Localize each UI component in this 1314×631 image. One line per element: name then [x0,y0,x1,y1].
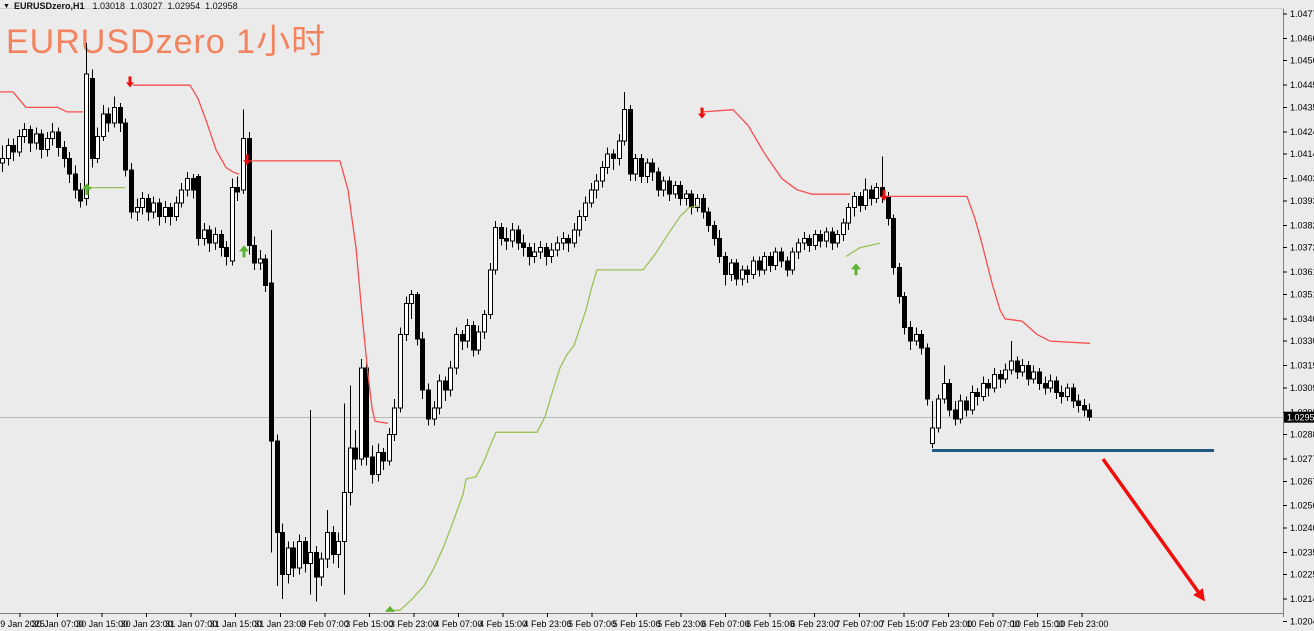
svg-text:5 Feb 23:00: 5 Feb 23:00 [657,619,705,629]
down-trend-arrow[interactable] [1101,457,1205,602]
symbol-watermark: EURUSDzero 1小时 [6,23,327,61]
svg-text:1.0256: 1.0256 [1290,501,1314,511]
svg-text:1.0403: 1.0403 [1290,174,1314,184]
svg-text:4 Feb 07:00: 4 Feb 07:00 [434,619,482,629]
svg-text:30 Jan 15:00: 30 Jan 15:00 [76,619,128,629]
ohlc-low-value: 1.02954 [167,1,201,11]
svg-text:5 Feb 15:00: 5 Feb 15:00 [613,619,661,629]
svg-text:1.0204: 1.0204 [1290,616,1314,626]
ohlc-dropdown-icon[interactable]: ▼ [3,2,10,10]
svg-text:6 Feb 07:00: 6 Feb 07:00 [702,619,750,629]
svg-text:3 Feb 07:00: 3 Feb 07:00 [301,619,349,629]
drawn-objects-layer[interactable] [932,449,1214,602]
svg-text:10 Feb 23:00: 10 Feb 23:00 [1055,619,1108,629]
symbol-period-label: EURUSDzero,H1 [13,1,85,11]
candles-layer [0,42,1092,602]
svg-text:31 Jan 23:00: 31 Jan 23:00 [254,619,306,629]
svg-text:4 Feb 15:00: 4 Feb 15:00 [479,619,527,629]
svg-text:3 Feb 15:00: 3 Feb 15:00 [345,619,393,629]
ohlc-close-value: 1.02958 [205,1,238,11]
svg-text:1.0372: 1.0372 [1290,243,1314,253]
current-price-tag: 1.0295 [1287,413,1314,423]
price-axis[interactable]: 1.0477 1.0466 1.0456 1.0445 1.0435 1.0424 1.04… [1283,9,1314,626]
ohlc-high-value: 1.03027 [130,1,163,11]
indicator-lines-layer [0,84,1091,611]
svg-text:6 Feb 15:00: 6 Feb 15:00 [746,619,794,629]
svg-text:5 Feb 07:00: 5 Feb 07:00 [568,619,616,629]
ohlc-open-value: 1.03018 [92,1,125,11]
svg-text:7 Feb 07:00: 7 Feb 07:00 [835,619,883,629]
svg-text:10 Feb 15:00: 10 Feb 15:00 [1011,619,1064,629]
svg-text:1.0414: 1.0414 [1290,149,1314,159]
svg-text:1.0309: 1.0309 [1290,383,1314,393]
svg-text:31 Jan 15:00: 31 Jan 15:00 [210,619,262,629]
svg-text:1.0382: 1.0382 [1290,220,1314,230]
svg-text:7 Feb 23:00: 7 Feb 23:00 [924,619,972,629]
svg-text:1.0225: 1.0225 [1290,570,1314,580]
svg-text:1.0340: 1.0340 [1290,314,1314,324]
svg-text:6 Feb 23:00: 6 Feb 23:00 [791,619,839,629]
svg-text:1.0235: 1.0235 [1290,547,1314,557]
svg-text:1.0267: 1.0267 [1290,476,1314,486]
svg-text:1.0288: 1.0288 [1290,430,1314,440]
svg-text:1.0277: 1.0277 [1290,454,1314,464]
svg-text:4 Feb 23:00: 4 Feb 23:00 [523,619,571,629]
chart-ohlc-header: ▼ EURUSDzero,H1 1.03018 1.03027 1.02954 … [3,1,243,11]
svg-text:1.0319: 1.0319 [1290,361,1314,371]
svg-text:1.0445: 1.0445 [1290,80,1314,90]
svg-text:1.0456: 1.0456 [1290,56,1314,66]
svg-text:1.0214: 1.0214 [1290,594,1314,604]
svg-text:1.0246: 1.0246 [1290,523,1314,533]
svg-text:29 Jan 2025: 29 Jan 2025 [0,619,45,629]
svg-text:1.0330: 1.0330 [1290,336,1314,346]
svg-text:1.0466: 1.0466 [1290,33,1314,43]
signal-arrows-layer [82,76,888,612]
plot-frame [0,8,1284,617]
svg-text:10 Feb 07:00: 10 Feb 07:00 [966,619,1019,629]
svg-text:1.0435: 1.0435 [1290,102,1314,112]
svg-text:1.0393: 1.0393 [1290,196,1314,206]
svg-text:30 Jan 23:00: 30 Jan 23:00 [121,619,173,629]
svg-text:3 Feb 23:00: 3 Feb 23:00 [390,619,438,629]
svg-text:7 Feb 15:00: 7 Feb 15:00 [880,619,928,629]
svg-text:1.0477: 1.0477 [1290,9,1314,19]
svg-text:31 Jan 07:00: 31 Jan 07:00 [165,619,217,629]
svg-text:30 Jan 07:00: 30 Jan 07:00 [32,619,84,629]
svg-text:1.0424: 1.0424 [1290,127,1314,137]
